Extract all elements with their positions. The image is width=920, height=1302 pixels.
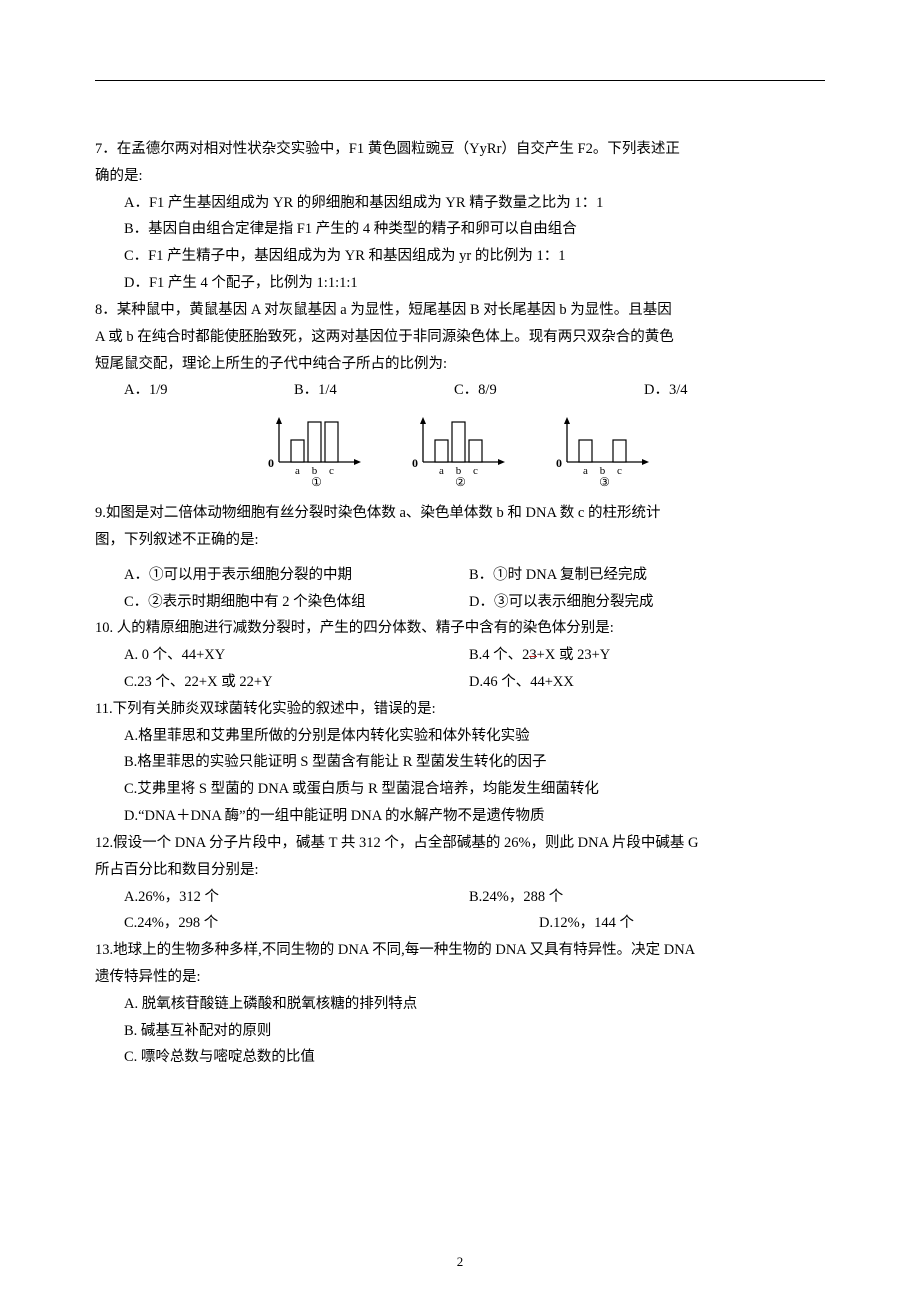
svg-text:c: c [473, 465, 478, 477]
q10-option-b: B.4 个、23+X 或 23+Y [469, 642, 610, 669]
svg-text:0: 0 [268, 456, 274, 470]
q10-option-a: A. 0 个、44+XY [124, 642, 469, 669]
q9-option-b: B．①时 DNA 复制已经完成 [469, 562, 647, 589]
q12-options-row1: A.26%，312 个 B.24%，288 个 [95, 884, 825, 911]
q9-stem-line2: 图，下列叙述不正确的是: [95, 527, 825, 554]
q7-option-c: C．F1 产生精子中，基因组成为为 YR 和基因组成为 yr 的比例为 1：1 [95, 243, 825, 270]
svg-text:c: c [617, 465, 622, 477]
bar-diagram-group: 0abc①0abc②0abc③ [95, 414, 825, 494]
q8-stem-line1: 8．某种鼠中，黄鼠基因 A 对灰鼠基因 a 为显性，短尾基因 B 对长尾基因 b… [95, 297, 825, 324]
bar-panel-1: 0abc① [261, 414, 371, 489]
svg-text:0: 0 [556, 456, 562, 470]
q12-option-d: D.12%，144 个 [469, 910, 634, 937]
q13-stem-line1: 13.地球上的生物多种多样,不同生物的 DNA 不同,每一种生物的 DNA 又具… [95, 937, 825, 964]
q10-option-c: C.23 个、22+X 或 22+Y [124, 669, 469, 696]
q8-option-d: D．3/4 [644, 377, 764, 404]
bar-panel-3: 0abc③ [549, 414, 659, 489]
svg-text:a: a [295, 465, 300, 477]
bar-panel-2: 0abc② [405, 414, 515, 489]
q9-option-d: D．③可以表示细胞分裂完成 [469, 589, 653, 616]
q7-stem-line2: 确的是: [95, 163, 825, 190]
q8-option-c: C．8/9 [454, 377, 644, 404]
q8-option-b: B．1/4 [294, 377, 454, 404]
q8-stem-line3: 短尾鼠交配，理论上所生的子代中纯合子所占的比例为: [95, 351, 825, 378]
q8-option-a: A．1/9 [124, 377, 294, 404]
q12-option-b: B.24%，288 个 [469, 884, 563, 911]
q13-option-a: A. 脱氧核苷酸链上磷酸和脱氧核糖的排列特点 [95, 991, 825, 1018]
q11-stem: 11.下列有关肺炎双球菌转化实验的叙述中，错误的是: [95, 696, 825, 723]
q13-option-c: C. 嘌呤总数与嘧啶总数的比值 [95, 1044, 825, 1071]
q12-stem-line2: 所占百分比和数目分别是: [95, 857, 825, 884]
q11-option-b: B.格里菲思的实验只能证明 S 型菌含有能让 R 型菌发生转化的因子 [95, 749, 825, 776]
page-number: 2 [0, 1254, 920, 1270]
q10-stem: 10. 人的精原细胞进行减数分裂时，产生的四分体数、精子中含有的染色体分别是: [95, 615, 825, 642]
q10-option-d: D.46 个、44+XX [469, 669, 574, 696]
q9-option-c: C．②表示时期细胞中有 2 个染色体组 [124, 589, 469, 616]
svg-text:c: c [329, 465, 334, 477]
q12-stem-line1: 12.假设一个 DNA 分子片段中，碱基 T 共 312 个，占全部碱基的 26… [95, 830, 825, 857]
svg-text:③: ③ [599, 475, 610, 489]
svg-text:a: a [439, 465, 444, 477]
q9-option-a: A．①可以用于表示细胞分裂的中期 [124, 562, 469, 589]
q7-option-b: B．基因自由组合定律是指 F1 产生的 4 种类型的精子和卵可以自由组合 [95, 216, 825, 243]
svg-text:①: ① [311, 475, 322, 489]
svg-text:0: 0 [412, 456, 418, 470]
q9-options-row2: C．②表示时期细胞中有 2 个染色体组 D．③可以表示细胞分裂完成 [95, 589, 825, 616]
q13-stem-line2: 遗传特异性的是: [95, 964, 825, 991]
q7-option-d: D．F1 产生 4 个配子，比例为 1:1:1:1 [95, 270, 825, 297]
q7-option-a: A．F1 产生基因组成为 YR 的卵细胞和基因组成为 YR 精子数量之比为 1：… [95, 190, 825, 217]
q10-strike-mark: 3 [529, 647, 536, 663]
q9-stem-line1: 9.如图是对二倍体动物细胞有丝分裂时染色体数 a、染色单体数 b 和 DNA 数… [95, 500, 825, 527]
q10-options-row2: C.23 个、22+X 或 22+Y D.46 个、44+XX [95, 669, 825, 696]
svg-text:②: ② [455, 475, 466, 489]
top-horizontal-rule [95, 80, 825, 81]
q12-options-row2: C.24%，298 个 D.12%，144 个 [95, 910, 825, 937]
q10-options-row1: A. 0 个、44+XY B.4 个、23+X 或 23+Y [95, 642, 825, 669]
q13-option-b: B. 碱基互补配对的原则 [95, 1018, 825, 1045]
q7-stem-line1: 7．在孟德尔两对相对性状杂交实验中，F1 黄色圆粒豌豆（YyRr）自交产生 F2… [95, 136, 825, 163]
q8-stem-line2: A 或 b 在纯合时都能使胚胎致死，这两对基因位于非同源染色体上。现有两只双杂合… [95, 324, 825, 351]
q12-option-c: C.24%，298 个 [124, 910, 469, 937]
q11-option-c: C.艾弗里将 S 型菌的 DNA 或蛋白质与 R 型菌混合培养，均能发生细菌转化 [95, 776, 825, 803]
q11-option-a: A.格里菲思和艾弗里所做的分别是体内转化实验和体外转化实验 [95, 723, 825, 750]
q9-options-row1: A．①可以用于表示细胞分裂的中期 B．①时 DNA 复制已经完成 [95, 562, 825, 589]
q11-option-d: D.“DNA＋DNA 酶”的一组中能证明 DNA 的水解产物不是遗传物质 [95, 803, 825, 830]
q8-options-row: A．1/9 B．1/4 C．8/9 D．3/4 [95, 377, 825, 404]
q12-option-a: A.26%，312 个 [124, 884, 469, 911]
svg-text:a: a [583, 465, 588, 477]
